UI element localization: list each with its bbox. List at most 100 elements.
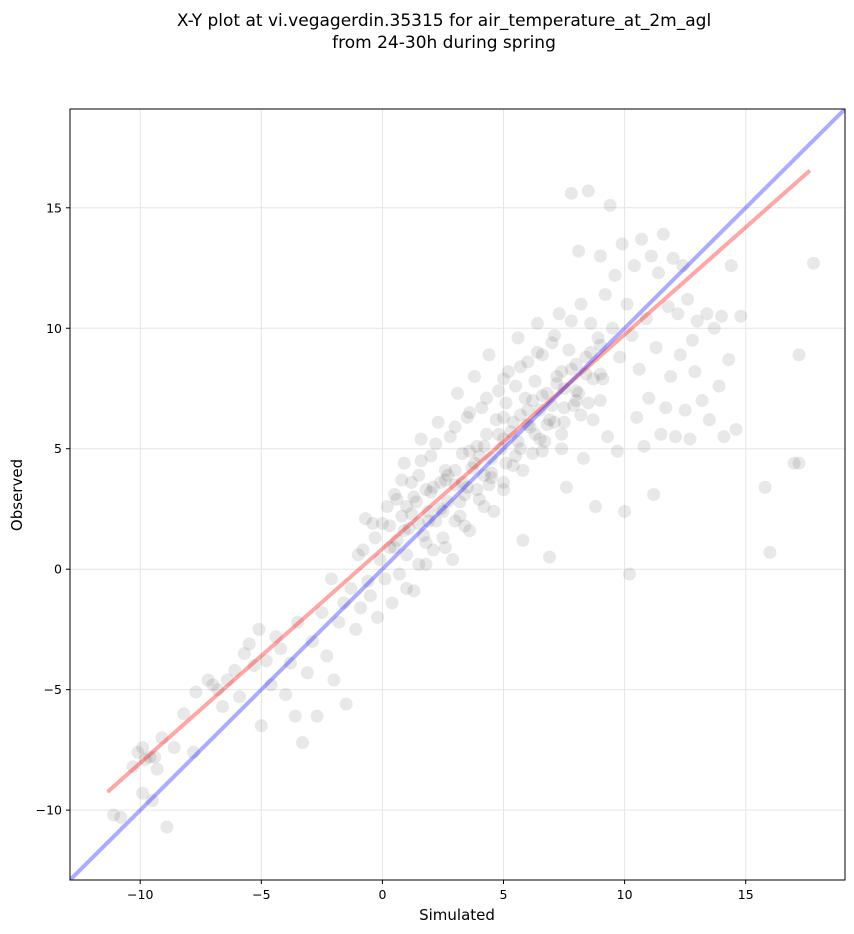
data-point [455, 475, 469, 489]
data-point [451, 386, 464, 400]
data-point [676, 259, 690, 273]
y-tick-label: 10 [46, 321, 62, 336]
data-point [288, 709, 302, 723]
y-tick-label: −10 [36, 803, 62, 818]
data-point [497, 483, 511, 497]
data-point [559, 480, 573, 494]
data-point [734, 309, 748, 323]
data-point [463, 524, 477, 538]
data-point [371, 610, 385, 624]
data-point [409, 495, 423, 509]
data-point [533, 403, 547, 417]
data-point [526, 394, 540, 408]
data-point [114, 810, 128, 824]
data-point [351, 548, 365, 562]
data-point [404, 475, 418, 489]
data-point [455, 447, 469, 461]
data-point [513, 408, 527, 422]
data-point [136, 740, 150, 754]
data-point [618, 504, 632, 518]
data-point [390, 533, 404, 547]
data-point [138, 753, 152, 767]
data-point [511, 331, 525, 345]
data-point [339, 697, 353, 711]
data-point [310, 709, 324, 723]
data-point [424, 449, 438, 463]
data-point [426, 543, 440, 557]
data-point [460, 480, 474, 494]
data-point [366, 516, 380, 530]
data-point [540, 386, 554, 400]
data-point [131, 745, 145, 759]
data-point [564, 186, 578, 200]
data-point [434, 502, 448, 516]
data-point [572, 386, 586, 400]
data-point [107, 808, 121, 822]
data-point [591, 331, 605, 345]
data-point [579, 367, 593, 381]
data-point [448, 478, 462, 492]
data-point [467, 369, 481, 383]
x-tick-label: 5 [500, 887, 508, 902]
data-point [436, 504, 450, 518]
data-point [373, 553, 387, 567]
data-point [724, 259, 738, 273]
data-point [254, 719, 268, 733]
data-point [547, 328, 561, 342]
data-point [201, 673, 215, 687]
data-point [470, 483, 484, 497]
data-point [136, 786, 150, 800]
data-point [528, 427, 542, 441]
data-point [497, 432, 511, 446]
y-axis-label: Observed [8, 459, 26, 531]
y-axis-ticks: −10 −5 0 5 10 15 [36, 200, 70, 818]
data-point [504, 425, 518, 439]
data-point [586, 372, 600, 386]
data-point [516, 463, 530, 477]
data-point [664, 369, 678, 383]
data-point [426, 480, 440, 494]
data-point [581, 396, 595, 410]
data-point [635, 232, 649, 246]
data-point [722, 353, 736, 367]
data-point [535, 389, 549, 403]
data-point [540, 418, 554, 432]
data-point [564, 314, 578, 328]
y-tick-label: −5 [44, 682, 62, 697]
data-point [511, 434, 525, 448]
data-point [150, 762, 164, 776]
data-point [458, 488, 472, 501]
y-tick-label: 15 [46, 200, 62, 215]
data-point [673, 348, 687, 362]
data-point [480, 391, 494, 405]
data-point [569, 384, 583, 398]
data-point [678, 403, 692, 417]
data-point [383, 541, 397, 555]
data-point [763, 545, 777, 559]
data-point [463, 444, 477, 458]
data-point [216, 700, 230, 714]
data-point [467, 456, 481, 470]
data-point [574, 297, 588, 311]
data-point [412, 516, 426, 530]
data-point [545, 398, 559, 412]
data-point [492, 384, 506, 398]
data-point [555, 365, 569, 379]
data-point [712, 379, 726, 393]
data-point [717, 430, 731, 444]
data-point [499, 396, 513, 410]
data-point [441, 468, 455, 482]
data-point [581, 184, 595, 198]
data-point [419, 536, 433, 550]
data-point [269, 630, 283, 644]
data-point [497, 410, 511, 424]
data-point [593, 394, 607, 408]
data-point [438, 541, 452, 555]
data-point [448, 514, 462, 528]
data-point [637, 439, 651, 453]
data-point [438, 473, 452, 487]
data-point [497, 475, 511, 489]
data-point [414, 432, 428, 446]
data-point [526, 447, 540, 461]
x-axis-label: Simulated [419, 906, 495, 924]
